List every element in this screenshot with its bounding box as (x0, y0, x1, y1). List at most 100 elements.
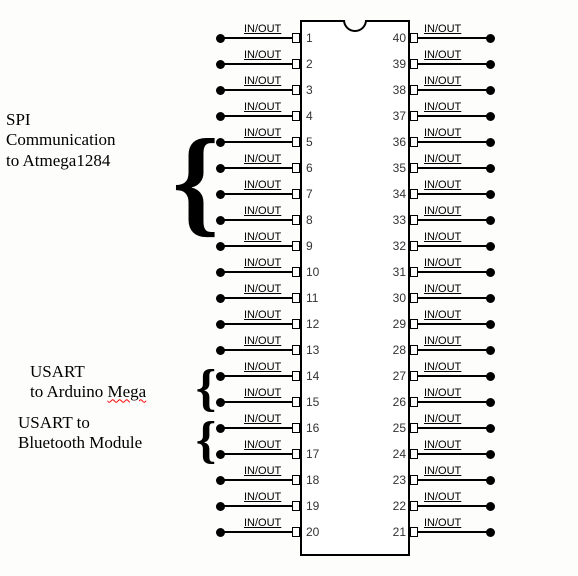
pin-io-label: IN/OUT (424, 413, 461, 425)
pin-number: 26 (382, 395, 406, 409)
pin-io-label: IN/OUT (424, 361, 461, 373)
pin-lead (418, 401, 490, 403)
pin-pad (410, 397, 418, 407)
pin-io-label: IN/OUT (244, 75, 281, 87)
pin-terminal (216, 268, 225, 277)
pin-number: 3 (306, 83, 313, 97)
pin-io-label: IN/OUT (424, 309, 461, 321)
pin-terminal (486, 528, 495, 537)
pin-io-label: IN/OUT (244, 283, 281, 295)
pin-pad (292, 85, 300, 95)
pin-terminal (486, 346, 495, 355)
pin-io-label: IN/OUT (244, 439, 281, 451)
pin-number: 15 (306, 395, 319, 409)
pin-terminal (486, 268, 495, 277)
pin-terminal (486, 450, 495, 459)
pin-pad (292, 527, 300, 537)
pin-io-label: IN/OUT (244, 127, 281, 139)
pin-lead (418, 505, 490, 507)
pin-pad (410, 527, 418, 537)
pin-io-label: IN/OUT (424, 179, 461, 191)
pin-lead (220, 89, 292, 91)
pin-number: 13 (306, 343, 319, 357)
pin-io-label: IN/OUT (244, 465, 281, 477)
pin-io-label: IN/OUT (244, 179, 281, 191)
brace-usart1: { (196, 369, 217, 409)
pin-lead (418, 219, 490, 221)
pin-lead (220, 115, 292, 117)
pin-lead (418, 375, 490, 377)
pin-pad (292, 33, 300, 43)
pin-number: 22 (382, 499, 406, 513)
pin-pad (410, 371, 418, 381)
pin-pad (410, 85, 418, 95)
pin-io-label: IN/OUT (424, 257, 461, 269)
pin-number: 17 (306, 447, 319, 461)
pin-pad (292, 319, 300, 329)
pin-number: 30 (382, 291, 406, 305)
pin-terminal (486, 164, 495, 173)
pin-io-label: IN/OUT (424, 23, 461, 35)
pin-io-label: IN/OUT (244, 257, 281, 269)
pin-lead (220, 401, 292, 403)
pin-terminal (486, 138, 495, 147)
pin-lead (418, 531, 490, 533)
pin-terminal (216, 34, 225, 43)
pin-number: 20 (306, 525, 319, 539)
pin-pad (410, 501, 418, 511)
pin-number: 31 (382, 265, 406, 279)
pin-lead (220, 453, 292, 455)
pin-lead (220, 245, 292, 247)
pin-lead (220, 37, 292, 39)
pin-terminal (486, 320, 495, 329)
pin-pad (292, 111, 300, 121)
pin-lead (418, 37, 490, 39)
pin-number: 21 (382, 525, 406, 539)
pin-terminal (216, 346, 225, 355)
pin-terminal (486, 398, 495, 407)
pin-pad (292, 501, 300, 511)
brace-usart2: { (196, 421, 217, 461)
pin-pad (410, 111, 418, 121)
pin-pad (410, 267, 418, 277)
pin-number: 9 (306, 239, 313, 253)
pin-pad (292, 475, 300, 485)
pin-lead (220, 141, 292, 143)
pin-pad (292, 423, 300, 433)
pin-terminal (486, 294, 495, 303)
pin-lead (220, 349, 292, 351)
pin-io-label: IN/OUT (244, 517, 281, 529)
pin-terminal (216, 450, 225, 459)
pin-pad (410, 293, 418, 303)
pin-pad (410, 241, 418, 251)
pin-io-label: IN/OUT (424, 205, 461, 217)
pin-lead (220, 323, 292, 325)
pin-number: 16 (306, 421, 319, 435)
pin-pad (410, 215, 418, 225)
pin-pad (410, 345, 418, 355)
pin-io-label: IN/OUT (424, 127, 461, 139)
pin-lead (220, 375, 292, 377)
pin-number: 35 (382, 161, 406, 175)
pin-lead (418, 63, 490, 65)
pin-terminal (486, 86, 495, 95)
pin-terminal (486, 476, 495, 485)
pin-terminal (486, 242, 495, 251)
pin-pad (292, 293, 300, 303)
pin-lead (220, 271, 292, 273)
pin-io-label: IN/OUT (424, 49, 461, 61)
pin-lead (418, 141, 490, 143)
pin-lead (418, 323, 490, 325)
pin-lead (418, 167, 490, 169)
pin-number: 14 (306, 369, 319, 383)
pin-io-label: IN/OUT (424, 465, 461, 477)
pin-io-label: IN/OUT (424, 517, 461, 529)
pin-pad (292, 189, 300, 199)
pin-pad (292, 59, 300, 69)
pin-number: 24 (382, 447, 406, 461)
pin-terminal (486, 190, 495, 199)
pin-terminal (486, 424, 495, 433)
pin-lead (220, 505, 292, 507)
pin-number: 40 (382, 31, 406, 45)
pin-io-label: IN/OUT (244, 101, 281, 113)
